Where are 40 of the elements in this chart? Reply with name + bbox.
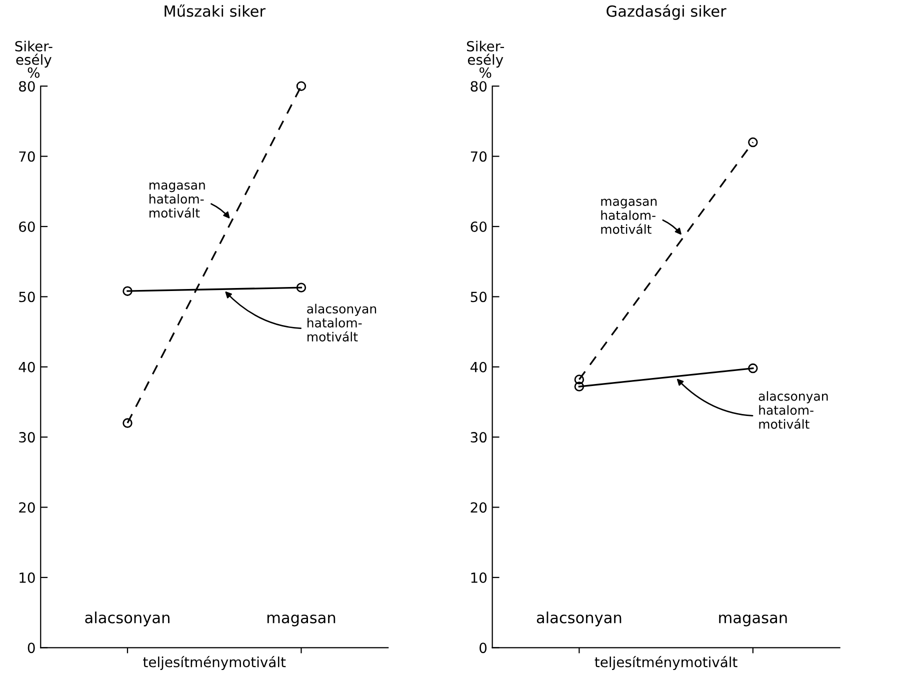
y-tick-label: 60 bbox=[470, 221, 487, 232]
point bbox=[574, 374, 584, 384]
y-tick-label: 80 bbox=[470, 81, 487, 92]
y-tick-label: 70 bbox=[470, 151, 487, 162]
y-tick-label: 40 bbox=[18, 362, 35, 372]
y-tick-label: 0 bbox=[480, 642, 487, 654]
point bbox=[122, 418, 132, 428]
y-tick-label: 20 bbox=[470, 502, 487, 513]
point bbox=[574, 382, 584, 392]
x-tick-label: magasan bbox=[267, 614, 336, 626]
x-axis-title: teljesítménymotivált bbox=[594, 656, 738, 670]
series-label: alacsonyan hatalom- motivált bbox=[758, 391, 828, 429]
point bbox=[296, 81, 306, 91]
y-tick-label: 50 bbox=[19, 292, 35, 302]
x-axis-title: teljesítménymotivált bbox=[143, 656, 286, 670]
point bbox=[122, 286, 132, 296]
text: magasan hatalom- motivált bbox=[150, 182, 205, 218]
y-axis-title: Siker- esély % bbox=[15, 40, 52, 78]
y-tick-label: 0 bbox=[28, 642, 35, 654]
series-label: magasan hatalom- motivált bbox=[601, 198, 657, 234]
y-tick-label: 10 bbox=[471, 572, 487, 583]
y-tick-label: 60 bbox=[19, 221, 35, 232]
y-tick-label: 70 bbox=[19, 151, 35, 162]
point bbox=[748, 137, 758, 148]
y-tick-label: 30 bbox=[19, 432, 35, 443]
y-tick-label: 50 bbox=[470, 292, 487, 302]
x-tick-label: alacsonyan bbox=[536, 612, 622, 626]
series-label: alacsonyan hatalom- motivált bbox=[307, 304, 376, 342]
point bbox=[296, 282, 306, 292]
y-tick-label: 10 bbox=[20, 572, 35, 583]
y-tick-label: 30 bbox=[470, 432, 487, 443]
y-axis-title: Siker- esély % bbox=[467, 40, 504, 78]
chart-title: Gazdasági siker bbox=[606, 4, 726, 20]
y-tick-label: 80 bbox=[19, 81, 35, 92]
chart-title: Műszaki siker bbox=[164, 4, 266, 17]
y-tick-label: 20 bbox=[19, 502, 35, 513]
x-tick-label: magasan bbox=[719, 614, 787, 626]
point bbox=[748, 363, 758, 374]
x-tick-label: alacsonyan bbox=[85, 612, 170, 626]
y-tick-label: 40 bbox=[470, 362, 487, 372]
